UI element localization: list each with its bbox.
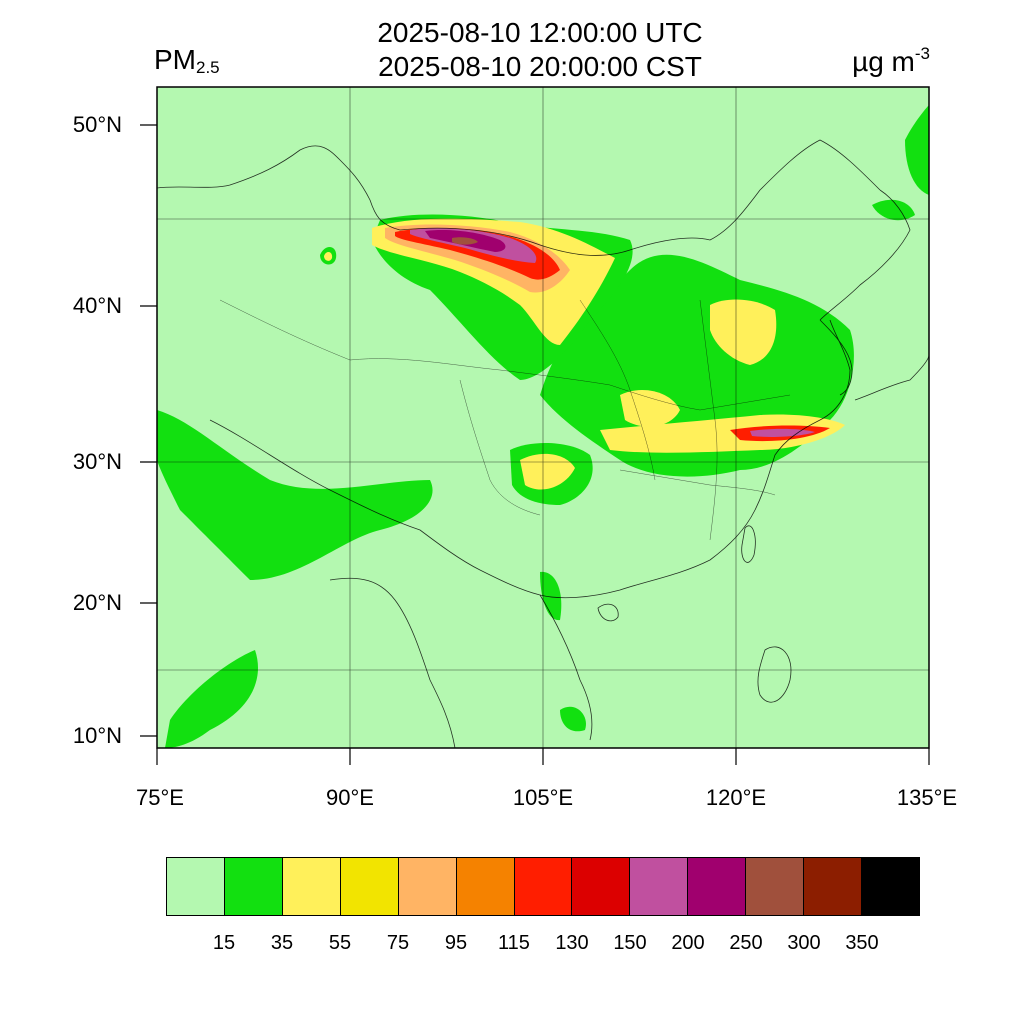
india-green-region	[165, 650, 258, 748]
north-china-yellow-region	[710, 299, 777, 365]
colorbar-label-55: 55	[328, 932, 352, 954]
lon-label-105e: 105°E	[512, 785, 574, 810]
hainan-island	[597, 603, 619, 622]
colorbar-label-150: 150	[613, 932, 647, 954]
lat-label-50n: 50°N	[72, 112, 122, 137]
northeast-border	[819, 189, 911, 321]
country-borders	[157, 139, 929, 748]
sichuan-yellow-region	[520, 453, 575, 490]
colorbar-swatch-8	[630, 858, 689, 915]
lat-label-30n: 30°N	[72, 449, 122, 474]
lat-label-10n: 10°N	[72, 723, 122, 748]
colorbar-swatch-2	[282, 858, 341, 915]
colorbar-label-95: 95	[444, 932, 468, 954]
lon-label-120e: 120°E	[705, 785, 767, 810]
taiwan-island	[741, 525, 756, 563]
unit-main: µg m	[852, 46, 915, 77]
province-border-3	[609, 384, 791, 411]
colorbar-label-300: 300	[787, 932, 821, 954]
colorbar-label-250: 250	[729, 932, 763, 954]
himalaya-border	[209, 419, 541, 596]
pm-level-300-regions	[452, 237, 478, 245]
province-border-5	[699, 299, 718, 541]
xinjiang-yellow-dot	[324, 252, 333, 261]
colorbar-label-130: 130	[555, 932, 589, 954]
colorbar-swatch-6	[514, 858, 573, 915]
lon-label-135e: 135°E	[896, 785, 958, 810]
province-border-4	[579, 299, 656, 481]
south-china-green-region	[540, 571, 562, 621]
colorbar-swatch-9	[688, 858, 747, 915]
colorbar-label-200: 200	[671, 932, 705, 954]
colorbar-swatch-11	[804, 858, 863, 915]
lon-ticks	[156, 748, 930, 765]
colorbar-swatch-7	[572, 858, 631, 915]
colorbar-swatch-1	[224, 858, 283, 915]
yangtze-yellow-region	[600, 414, 845, 453]
province-border-1	[349, 358, 611, 386]
northeast-green-region	[872, 199, 915, 221]
colorbar-swatch-5	[456, 858, 515, 915]
china-northwest-border	[157, 145, 401, 231]
colorbar-label-75: 75	[386, 932, 410, 954]
china-mongolia-border	[399, 139, 881, 256]
far-northeast-green-region	[905, 105, 929, 195]
colorbar-label-35: 35	[270, 932, 294, 954]
korea-coast	[819, 319, 853, 396]
province-borders	[219, 299, 791, 541]
title-utc: 2025-08-10 12:00:00 UTC	[377, 17, 703, 48]
lat-label-40n: 40°N	[72, 293, 122, 318]
unit-superscript: -3	[914, 44, 930, 63]
grid-lines	[157, 87, 929, 748]
variable-main: PM	[154, 44, 196, 75]
colorbar-swatch-4	[398, 858, 457, 915]
colorbar-label-115: 115	[498, 932, 530, 954]
india-coast	[329, 577, 456, 748]
vietnam-green-region	[560, 706, 586, 732]
philippines-island	[757, 646, 792, 703]
lon-label-75e: 75°E	[136, 785, 184, 810]
japan-coast	[854, 354, 929, 401]
province-border-2	[459, 379, 541, 516]
lat-label-20n: 20°N	[72, 590, 122, 615]
indochina-coast	[539, 594, 593, 741]
colorbar-swatch-3	[340, 858, 399, 915]
colorbar	[166, 857, 920, 916]
province-border-6	[619, 469, 776, 496]
lat-ticks	[140, 124, 157, 737]
variable-subscript: 2.5	[196, 58, 220, 77]
unit-label: µg m-3	[852, 44, 930, 78]
south-china-coast	[539, 319, 851, 599]
central-china-yellow-region	[620, 390, 680, 427]
colorbar-label-350: 350	[845, 932, 879, 954]
province-border-7	[219, 299, 351, 361]
colorbar-swatch-10	[746, 858, 805, 915]
colorbar-swatch-12	[862, 858, 919, 915]
lon-label-90e: 90°E	[326, 785, 374, 810]
variable-label: PM2.5	[154, 44, 220, 78]
colorbar-label-15: 15	[212, 932, 236, 954]
gobi-brown-region	[452, 237, 478, 245]
yangtze-magenta-region	[750, 428, 815, 437]
colorbar-swatch-0	[167, 858, 225, 915]
tibet-south-green-region	[157, 410, 433, 580]
title-cst: 2025-08-10 20:00:00 CST	[378, 51, 702, 82]
